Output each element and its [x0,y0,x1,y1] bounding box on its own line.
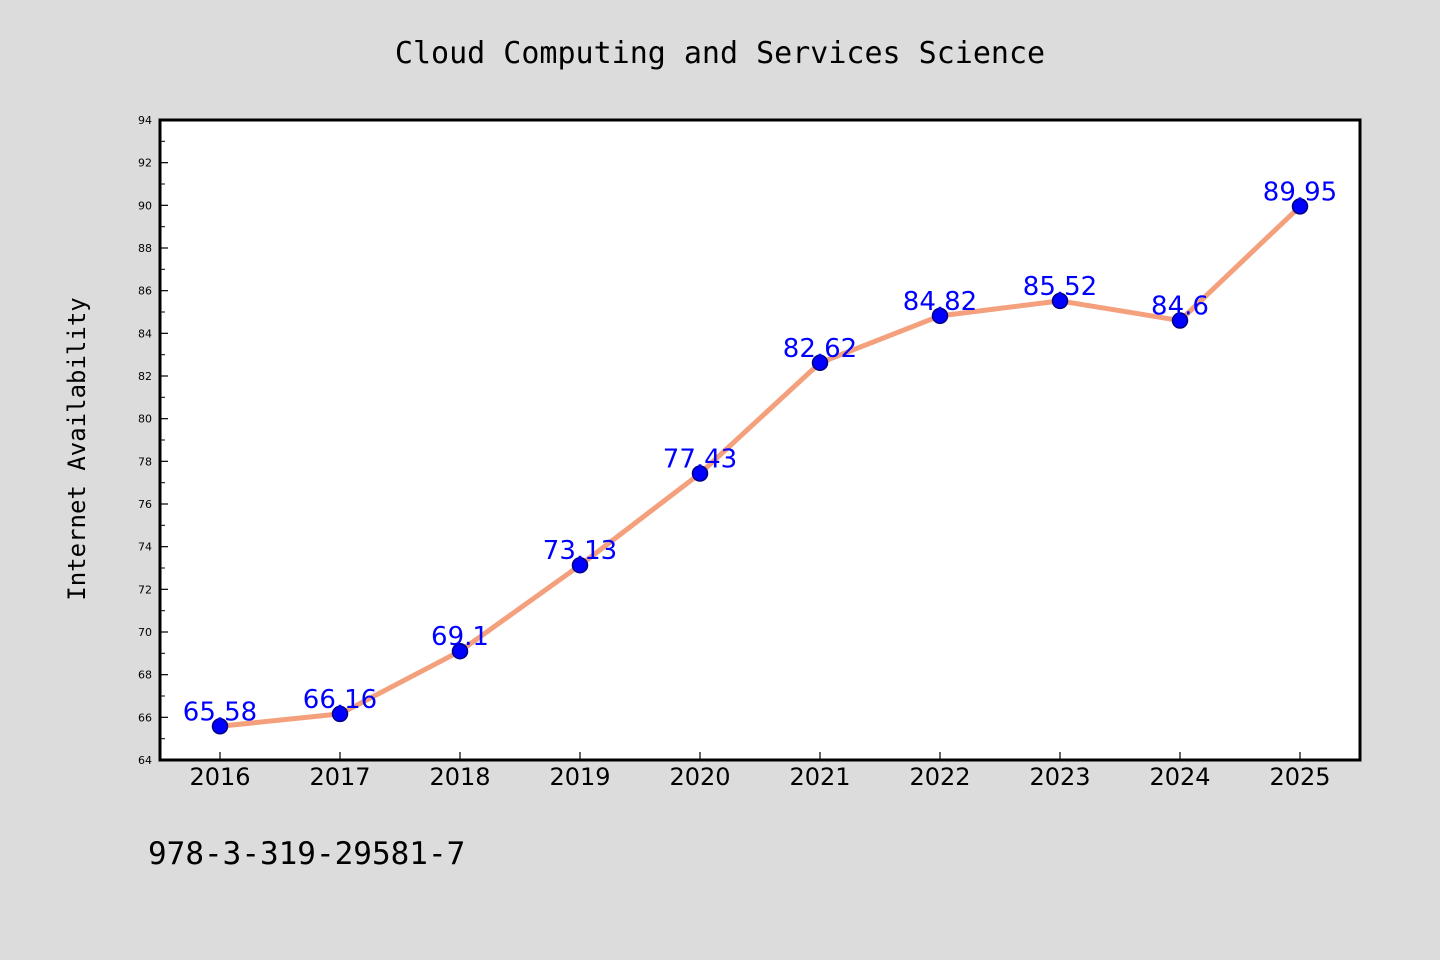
y-tick-label: 90 [138,199,152,212]
data-point-marker [691,465,709,482]
data-label: 66.16 [303,685,377,715]
y-tick-label: 66 [138,711,152,724]
series-line [217,203,1303,729]
data-label: 82.62 [783,334,857,364]
data-point-marker [1291,198,1309,215]
x-axis: 2016 2017 2018 2019 2020 2021 2022 2023 2024 2025 [189,752,1331,791]
data-label: 84.82 [903,287,977,317]
x-tick-label: 2021 [789,763,850,791]
chart-title: Cloud Computing and Services Science [395,36,1045,71]
y-tick-label: 84 [138,327,152,340]
x-tick-label: 2024 [1149,763,1210,791]
y-tick-label: 88 [138,242,152,255]
y-axis: 64 66 68 70 72 74 76 78 80 82 84 86 88 90 92 94 [138,114,168,767]
y-tick-label: 74 [138,541,152,554]
x-tick-label: 2016 [189,763,250,791]
y-axis-label: Internet Availability [63,297,91,600]
x-tick-label: 2023 [1029,763,1090,791]
data-label-group: 65.58 66.16 69.1 73.13 77.43 82.62 84.82 85.52 8… [183,177,1337,727]
y-tick-label: 64 [138,754,152,767]
isbn-footer: 978-3-319-29581-7 [148,836,465,872]
data-label: 89.95 [1263,177,1337,207]
x-tick-label: 2025 [1269,763,1330,791]
y-tick-label: 80 [138,413,152,426]
data-point-marker [811,354,829,372]
x-tick-label: 2018 [429,763,490,791]
y-tick-label: 94 [138,114,152,127]
y-tick-label: 72 [138,583,152,596]
x-tick-label: 2019 [549,763,610,791]
y-tick-label: 70 [138,626,152,639]
x-tick-label: 2017 [309,763,370,791]
data-label: 85.52 [1023,272,1097,302]
data-label: 65.58 [183,697,257,727]
data-label: 73.13 [543,536,617,566]
y-tick-label: 82 [138,370,152,383]
y-tick-label: 86 [138,285,152,298]
y-tick-label: 92 [138,157,152,170]
series-group [211,198,1309,735]
data-point-marker [571,556,589,574]
data-point-marker [211,718,229,735]
y-tick-label: 76 [138,498,152,511]
data-point-marker [1171,312,1189,329]
y-tick-label: 78 [138,455,152,468]
x-tick-label: 2022 [909,763,970,791]
data-point-marker [451,642,469,660]
data-label: 69.1 [431,622,489,652]
data-point-marker [1051,292,1069,310]
plot-area [158,118,1362,762]
y-tick-label: 68 [138,669,152,682]
data-point-marker [931,307,949,325]
data-label: 84.6 [1151,292,1209,322]
data-label: 77.43 [663,444,737,474]
x-tick-label: 2020 [669,763,730,791]
data-point-marker [331,705,349,723]
